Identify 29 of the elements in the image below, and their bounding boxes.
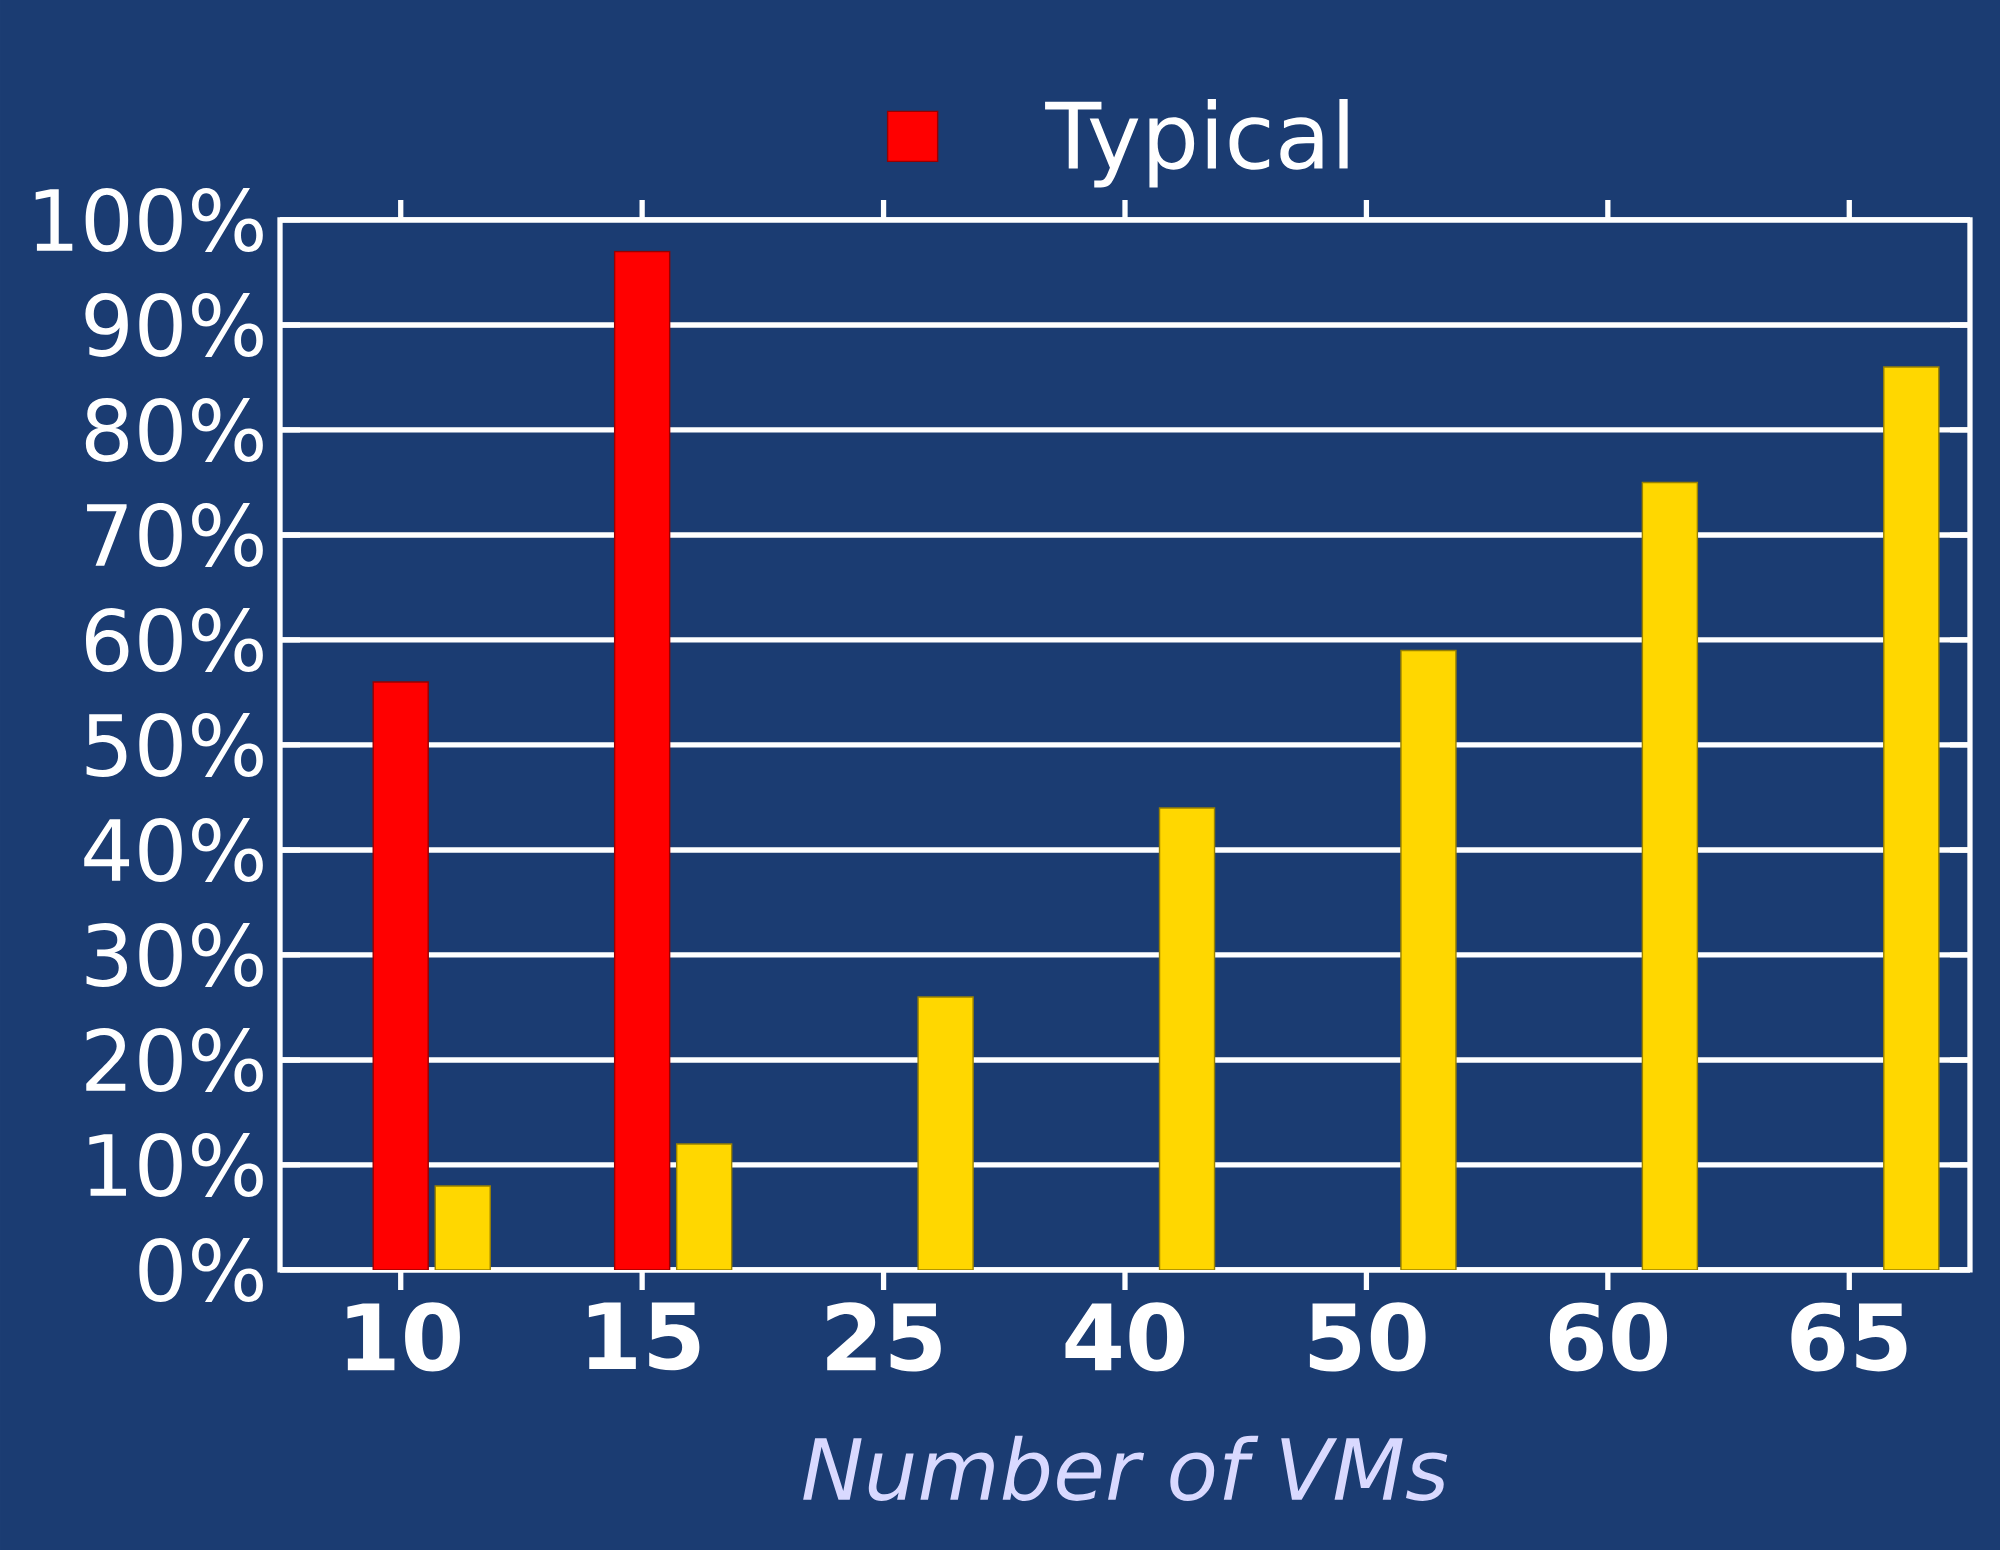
x-tick-label: 60 <box>1549 1302 1668 1372</box>
y-tick-label: 100% <box>35 188 263 252</box>
y-tick-label: 10% <box>89 1133 263 1197</box>
x-tick-label: 25 <box>827 1302 941 1372</box>
bar <box>372 681 429 1270</box>
bar <box>675 1143 733 1270</box>
y-tick-label: 60% <box>86 608 263 672</box>
bar <box>917 996 974 1270</box>
bar <box>1400 649 1457 1270</box>
y-tick-label: 30% <box>86 923 263 987</box>
x-tick-label: 10 <box>347 1302 460 1372</box>
y-tick-label: 20% <box>86 1028 263 1092</box>
y-tick-label: 70% <box>87 503 263 567</box>
x-tick-label: 65 <box>1791 1302 1907 1372</box>
legend-label: Typical <box>1045 99 1348 188</box>
bar <box>613 250 671 1270</box>
y-tick-label: 50% <box>86 713 263 777</box>
x-tick-label: 15 <box>588 1302 700 1371</box>
x-tick-label: 40 <box>1065 1302 1185 1372</box>
bar <box>1641 481 1699 1270</box>
x-axis-title: Number of VMs <box>803 1435 1448 1501</box>
x-tick-label: 50 <box>1309 1302 1426 1372</box>
y-tick-label: 40% <box>84 818 263 882</box>
y-tick-label: 90% <box>85 293 263 357</box>
bar <box>1158 807 1216 1270</box>
y-tick-label: 80% <box>85 398 263 462</box>
bar <box>1883 366 1940 1270</box>
y-tick-label: 0% <box>139 1238 263 1302</box>
bar <box>434 1185 491 1270</box>
